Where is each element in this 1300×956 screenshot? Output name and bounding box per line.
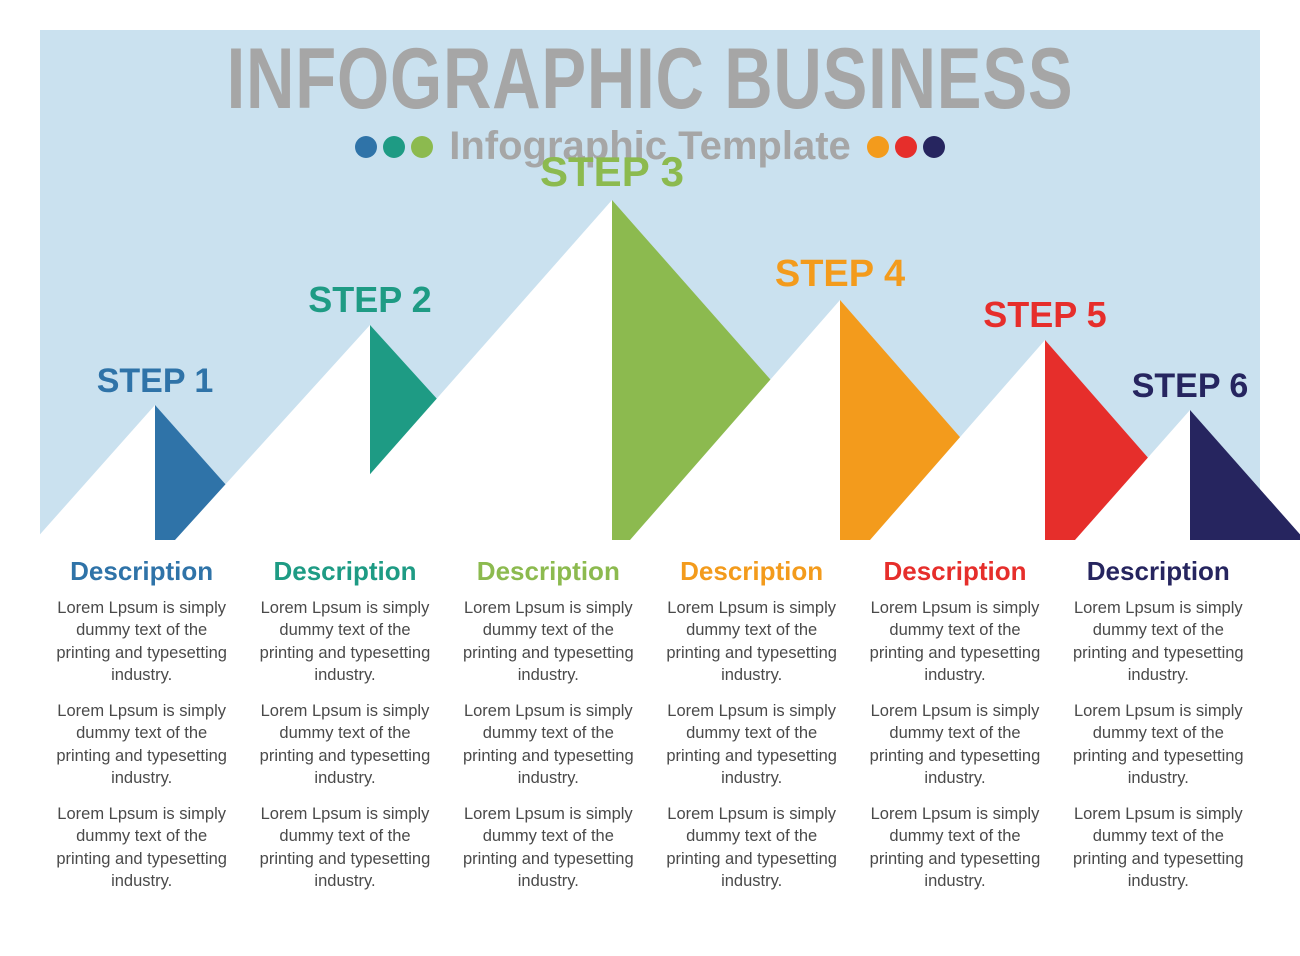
- sky-region: INFOGRAPHIC BUSINESS Infographic Templat…: [40, 30, 1260, 540]
- step-label-5: STEP 5: [983, 294, 1106, 336]
- desc-paragraph: Lorem Lpsum is simply dummy text of the …: [1067, 700, 1250, 789]
- desc-paragraph: Lorem Lpsum is simply dummy text of the …: [457, 597, 640, 686]
- desc-paragraph: Lorem Lpsum is simply dummy text of the …: [660, 700, 843, 789]
- desc-paragraph: Lorem Lpsum is simply dummy text of the …: [1067, 803, 1250, 892]
- decorative-dot: [867, 136, 889, 158]
- description-row: Description Lorem Lpsum is simply dummy t…: [40, 540, 1260, 920]
- title-block: INFOGRAPHIC BUSINESS Infographic Templat…: [40, 36, 1260, 169]
- decorative-dot: [923, 136, 945, 158]
- decorative-dot: [895, 136, 917, 158]
- desc-paragraph: Lorem Lpsum is simply dummy text of the …: [50, 803, 233, 892]
- triangle-left-half: [175, 325, 370, 540]
- triangle-left-half: [35, 405, 155, 540]
- desc-paragraph: Lorem Lpsum is simply dummy text of the …: [457, 803, 640, 892]
- desc-title: Description: [1067, 556, 1250, 587]
- desc-paragraph: Lorem Lpsum is simply dummy text of the …: [253, 803, 436, 892]
- desc-paragraph: Lorem Lpsum is simply dummy text of the …: [863, 597, 1046, 686]
- desc-title: Description: [863, 556, 1046, 587]
- desc-paragraph: Lorem Lpsum is simply dummy text of the …: [50, 700, 233, 789]
- step-triangle-3: [312, 200, 912, 540]
- desc-paragraph: Lorem Lpsum is simply dummy text of the …: [660, 803, 843, 892]
- desc-paragraph: Lorem Lpsum is simply dummy text of the …: [253, 700, 436, 789]
- step-triangle-5: [870, 340, 1220, 540]
- step-triangle-2: [175, 325, 565, 540]
- desc-title: Description: [457, 556, 640, 587]
- desc-title: Description: [253, 556, 436, 587]
- triangle-right-half: [370, 325, 565, 540]
- step-triangle-4: [630, 300, 1050, 540]
- dots-right: [867, 136, 945, 158]
- step-label-1: STEP 1: [97, 362, 214, 401]
- desc-column-2: Description Lorem Lpsum is simply dummy t…: [243, 540, 446, 920]
- decorative-dot: [355, 136, 377, 158]
- desc-paragraph: Lorem Lpsum is simply dummy text of the …: [50, 597, 233, 686]
- decorative-dot: [383, 136, 405, 158]
- decorative-dot: [411, 136, 433, 158]
- desc-paragraph: Lorem Lpsum is simply dummy text of the …: [253, 597, 436, 686]
- subtitle-row: Infographic Template: [40, 124, 1260, 169]
- step-triangle-6: [1075, 410, 1300, 540]
- triangle-right-half: [840, 300, 1050, 540]
- triangle-right-half: [1045, 340, 1220, 540]
- dots-left: [355, 136, 433, 158]
- desc-column-4: Description Lorem Lpsum is simply dummy t…: [650, 540, 853, 920]
- infographic-canvas: INFOGRAPHIC BUSINESS Infographic Templat…: [0, 0, 1300, 956]
- subtitle: Infographic Template: [449, 124, 851, 169]
- desc-title: Description: [50, 556, 233, 587]
- desc-column-3: Description Lorem Lpsum is simply dummy t…: [447, 540, 650, 920]
- triangle-left-half: [630, 300, 840, 540]
- desc-paragraph: Lorem Lpsum is simply dummy text of the …: [1067, 597, 1250, 686]
- step-label-4: STEP 4: [775, 253, 905, 296]
- step-label-6: STEP 6: [1132, 367, 1249, 406]
- desc-column-1: Description Lorem Lpsum is simply dummy t…: [40, 540, 243, 920]
- desc-paragraph: Lorem Lpsum is simply dummy text of the …: [660, 597, 843, 686]
- triangle-right-half: [612, 200, 912, 540]
- triangle-right-half: [155, 405, 275, 540]
- triangle-left-half: [312, 200, 612, 540]
- desc-title: Description: [660, 556, 843, 587]
- desc-column-5: Description Lorem Lpsum is simply dummy t…: [853, 540, 1056, 920]
- main-title: INFOGRAPHIC BUSINESS: [174, 36, 1126, 122]
- triangle-left-half: [870, 340, 1045, 540]
- desc-paragraph: Lorem Lpsum is simply dummy text of the …: [457, 700, 640, 789]
- desc-paragraph: Lorem Lpsum is simply dummy text of the …: [863, 700, 1046, 789]
- desc-column-6: Description Lorem Lpsum is simply dummy t…: [1057, 540, 1260, 920]
- desc-paragraph: Lorem Lpsum is simply dummy text of the …: [863, 803, 1046, 892]
- step-label-2: STEP 2: [308, 279, 431, 321]
- step-triangle-1: [35, 405, 275, 540]
- triangle-right-half: [1190, 410, 1300, 540]
- triangle-left-half: [1075, 410, 1190, 540]
